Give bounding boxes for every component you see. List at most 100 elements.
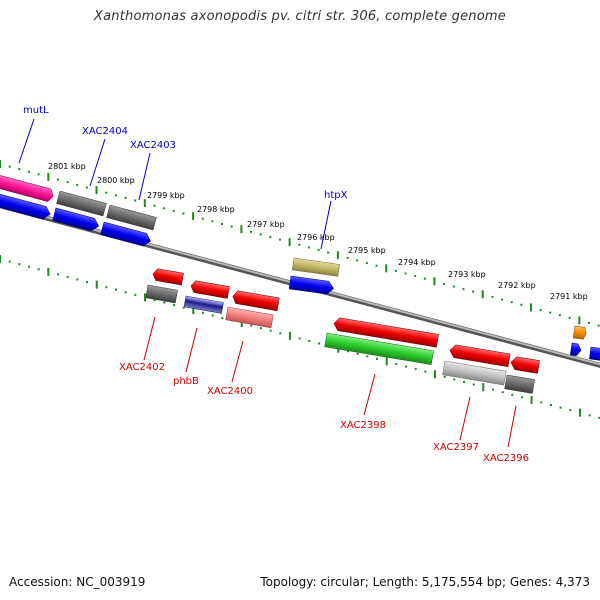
top-tick-minor — [134, 199, 137, 202]
gene-red-a[interactable] — [152, 268, 184, 286]
scale-label-2794: 2794 kbp — [398, 258, 436, 267]
bottom-tick-minor — [173, 304, 175, 307]
top-tick-major — [240, 225, 243, 234]
top-tick-minor — [28, 170, 30, 173]
top-tick-minor — [250, 230, 252, 233]
label-xac2402[interactable]: XAC2402 — [119, 362, 165, 373]
top-tick-minor — [259, 233, 262, 236]
scale-label-2800: 2800 kbp — [97, 176, 135, 185]
label-xac2397[interactable]: XAC2397 — [433, 442, 479, 453]
bottom-tick-minor — [260, 327, 262, 330]
bottom-tick-minor — [550, 404, 552, 406]
top-tick-minor — [66, 181, 69, 184]
gene-htpx[interactable] — [292, 257, 340, 277]
top-tick-minor — [182, 212, 185, 215]
label-htpx[interactable]: htpX — [324, 190, 348, 201]
top-tick-minor — [472, 290, 475, 293]
scale-labels: 2801 kbp 2800 kbp 2799 kbp 2798 kbp 2797… — [48, 162, 588, 301]
bottom-tick-minor — [298, 337, 301, 340]
bottom-tick-major — [0, 255, 1, 263]
bottom-tick-minor — [308, 340, 311, 342]
bottom-tick-major — [579, 408, 581, 417]
bottom-tick-minor — [376, 357, 378, 360]
map-title: Xanthomonas axonopodis pv. citri str. 30… — [94, 9, 506, 24]
gene-red-e[interactable] — [449, 344, 511, 368]
top-tick-minor — [18, 168, 21, 171]
top-strand-features — [0, 173, 600, 362]
bottom-tick-major — [482, 383, 485, 392]
gene-phbb[interactable] — [183, 295, 224, 314]
gene-red-f[interactable] — [510, 356, 540, 374]
bottom-tick-minor — [76, 278, 79, 281]
gene-xac2400[interactable] — [225, 306, 274, 329]
bottom-tick-minor — [463, 381, 465, 383]
bottom-tick-minor — [356, 352, 359, 355]
bottom-tick-minor — [279, 332, 282, 335]
bottom-tick-minor — [105, 286, 108, 289]
gene-mutl[interactable] — [0, 173, 55, 203]
bottom-tick-minor — [347, 350, 349, 353]
bottom-tick-major — [144, 293, 146, 302]
top-tick-major — [530, 303, 532, 312]
top-tick-minor — [375, 264, 378, 267]
bottom-tick-minor — [366, 355, 369, 358]
top-tick-minor — [404, 272, 407, 275]
gene-orange[interactable] — [573, 325, 587, 340]
top-tick-minor — [56, 178, 59, 181]
label-phbb[interactable]: phbB — [173, 376, 199, 387]
gene-blue-e[interactable] — [570, 342, 582, 356]
bottom-tick-minor — [269, 329, 272, 332]
top-tick-minor — [163, 207, 166, 210]
gene-blue-c[interactable] — [100, 221, 153, 247]
top-tick-minor — [298, 243, 301, 246]
bottom-tick-minor — [86, 281, 88, 284]
gene-blue-b[interactable] — [52, 207, 101, 232]
top-tick-minor — [327, 251, 330, 254]
top-gene-labels: mutL XAC2404 XAC2403 htpX — [18, 105, 348, 250]
label-xac2404[interactable]: XAC2404 — [82, 126, 128, 137]
top-tick-minor — [510, 301, 513, 304]
gene-blue-d[interactable] — [288, 275, 335, 295]
label-xac2403[interactable]: XAC2403 — [130, 140, 176, 151]
bottom-tick-minor — [163, 301, 166, 304]
bottom-tick-major — [289, 331, 291, 340]
bottom-tick-minor — [395, 363, 398, 365]
gene-red-d[interactable] — [333, 317, 439, 348]
gene-blue-f[interactable] — [589, 346, 600, 362]
gene-xac2404[interactable] — [56, 190, 107, 217]
gene-xac2396[interactable] — [504, 374, 535, 394]
scale-label-2795: 2795 kbp — [348, 246, 386, 255]
top-tick-minor — [443, 282, 446, 285]
gene-xac2397[interactable] — [442, 360, 507, 386]
bottom-tick-minor — [414, 368, 417, 371]
scale-label-2797: 2797 kbp — [247, 220, 285, 229]
label-xac2398[interactable]: XAC2398 — [340, 420, 386, 431]
label-xac2400[interactable]: XAC2400 — [207, 386, 253, 397]
top-tick-minor — [114, 194, 117, 197]
top-tick-minor — [365, 262, 368, 265]
scale-label-2791: 2791 kbp — [550, 292, 588, 301]
gene-blue-a[interactable] — [0, 191, 52, 221]
gene-xac2403[interactable] — [106, 204, 157, 231]
label-xac2396[interactable]: XAC2396 — [483, 453, 529, 464]
gene-red-c[interactable] — [232, 290, 280, 312]
top-tick-minor — [230, 225, 233, 228]
bottom-tick-minor — [37, 268, 40, 271]
top-tick-minor — [423, 277, 426, 280]
bottom-tick-minor — [57, 273, 59, 276]
top-tick-minor — [568, 316, 571, 319]
accession-text: Accession: NC_003919 — [9, 575, 146, 589]
bottom-tick-minor — [18, 263, 21, 266]
top-tick-minor — [201, 217, 204, 220]
top-strand-ticks — [0, 160, 600, 327]
gene-xac2398[interactable] — [324, 332, 434, 365]
gene-xac2402[interactable] — [145, 284, 178, 304]
top-tick-major — [433, 277, 436, 286]
bottom-tick-major — [95, 280, 98, 289]
bottom-tick-minor — [511, 393, 514, 396]
label-mutl[interactable]: mutL — [23, 105, 49, 116]
bottom-tick-minor — [211, 314, 214, 317]
gene-red-b[interactable] — [190, 280, 230, 299]
top-tick-minor — [587, 322, 590, 324]
